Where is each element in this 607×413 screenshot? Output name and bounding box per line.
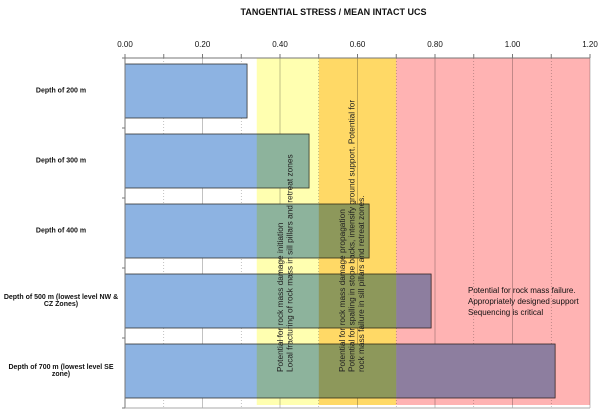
zone-band [256,58,319,405]
x-tick-label: 1.20 [582,40,598,49]
category-label: Depth of 400 m [35,227,87,235]
zone-label-line: Potential for rock mass failure. [468,286,576,295]
zone-label-line: Potential for spalling in stope backs, i… [347,100,357,372]
zone-band [396,58,590,405]
zone-label-line: Sequencing is critical [468,308,544,317]
category-label: Depth of 700 m (lowest level SE zone) [8,364,114,378]
category-label: Depth of 500 m (lowest level NW & CZ Zon… [3,294,119,308]
x-tick-label: 0.60 [350,40,366,49]
bar [124,63,248,119]
zone-label-line: Local fracturing of rock mass in sill pi… [285,154,295,372]
x-tick-label: 0.20 [195,40,211,49]
zone-label-line: Potential for rock mass damage initiatio… [275,222,285,372]
zone-label-line: Potential for rock mass damage propagati… [337,209,347,372]
zone-label-red: Potential for rock mass failure. Appropr… [468,285,579,318]
x-tick-label: 1.00 [505,40,521,49]
zone-label-line: rock mass failure in sill pillars and re… [356,195,366,372]
zone-band [318,58,397,405]
x-tick-label: 0.80 [427,40,443,49]
x-tick-label: 0.00 [117,40,133,49]
x-tick-label: 0.40 [272,40,288,49]
category-label: Depth of 300 m [35,157,87,165]
zone-label-line: Appropriately designed support [468,297,579,306]
chart-title: TANGENTIAL STRESS / MEAN INTACT UCS [240,7,427,17]
category-label: Depth of 200 m [35,87,87,95]
